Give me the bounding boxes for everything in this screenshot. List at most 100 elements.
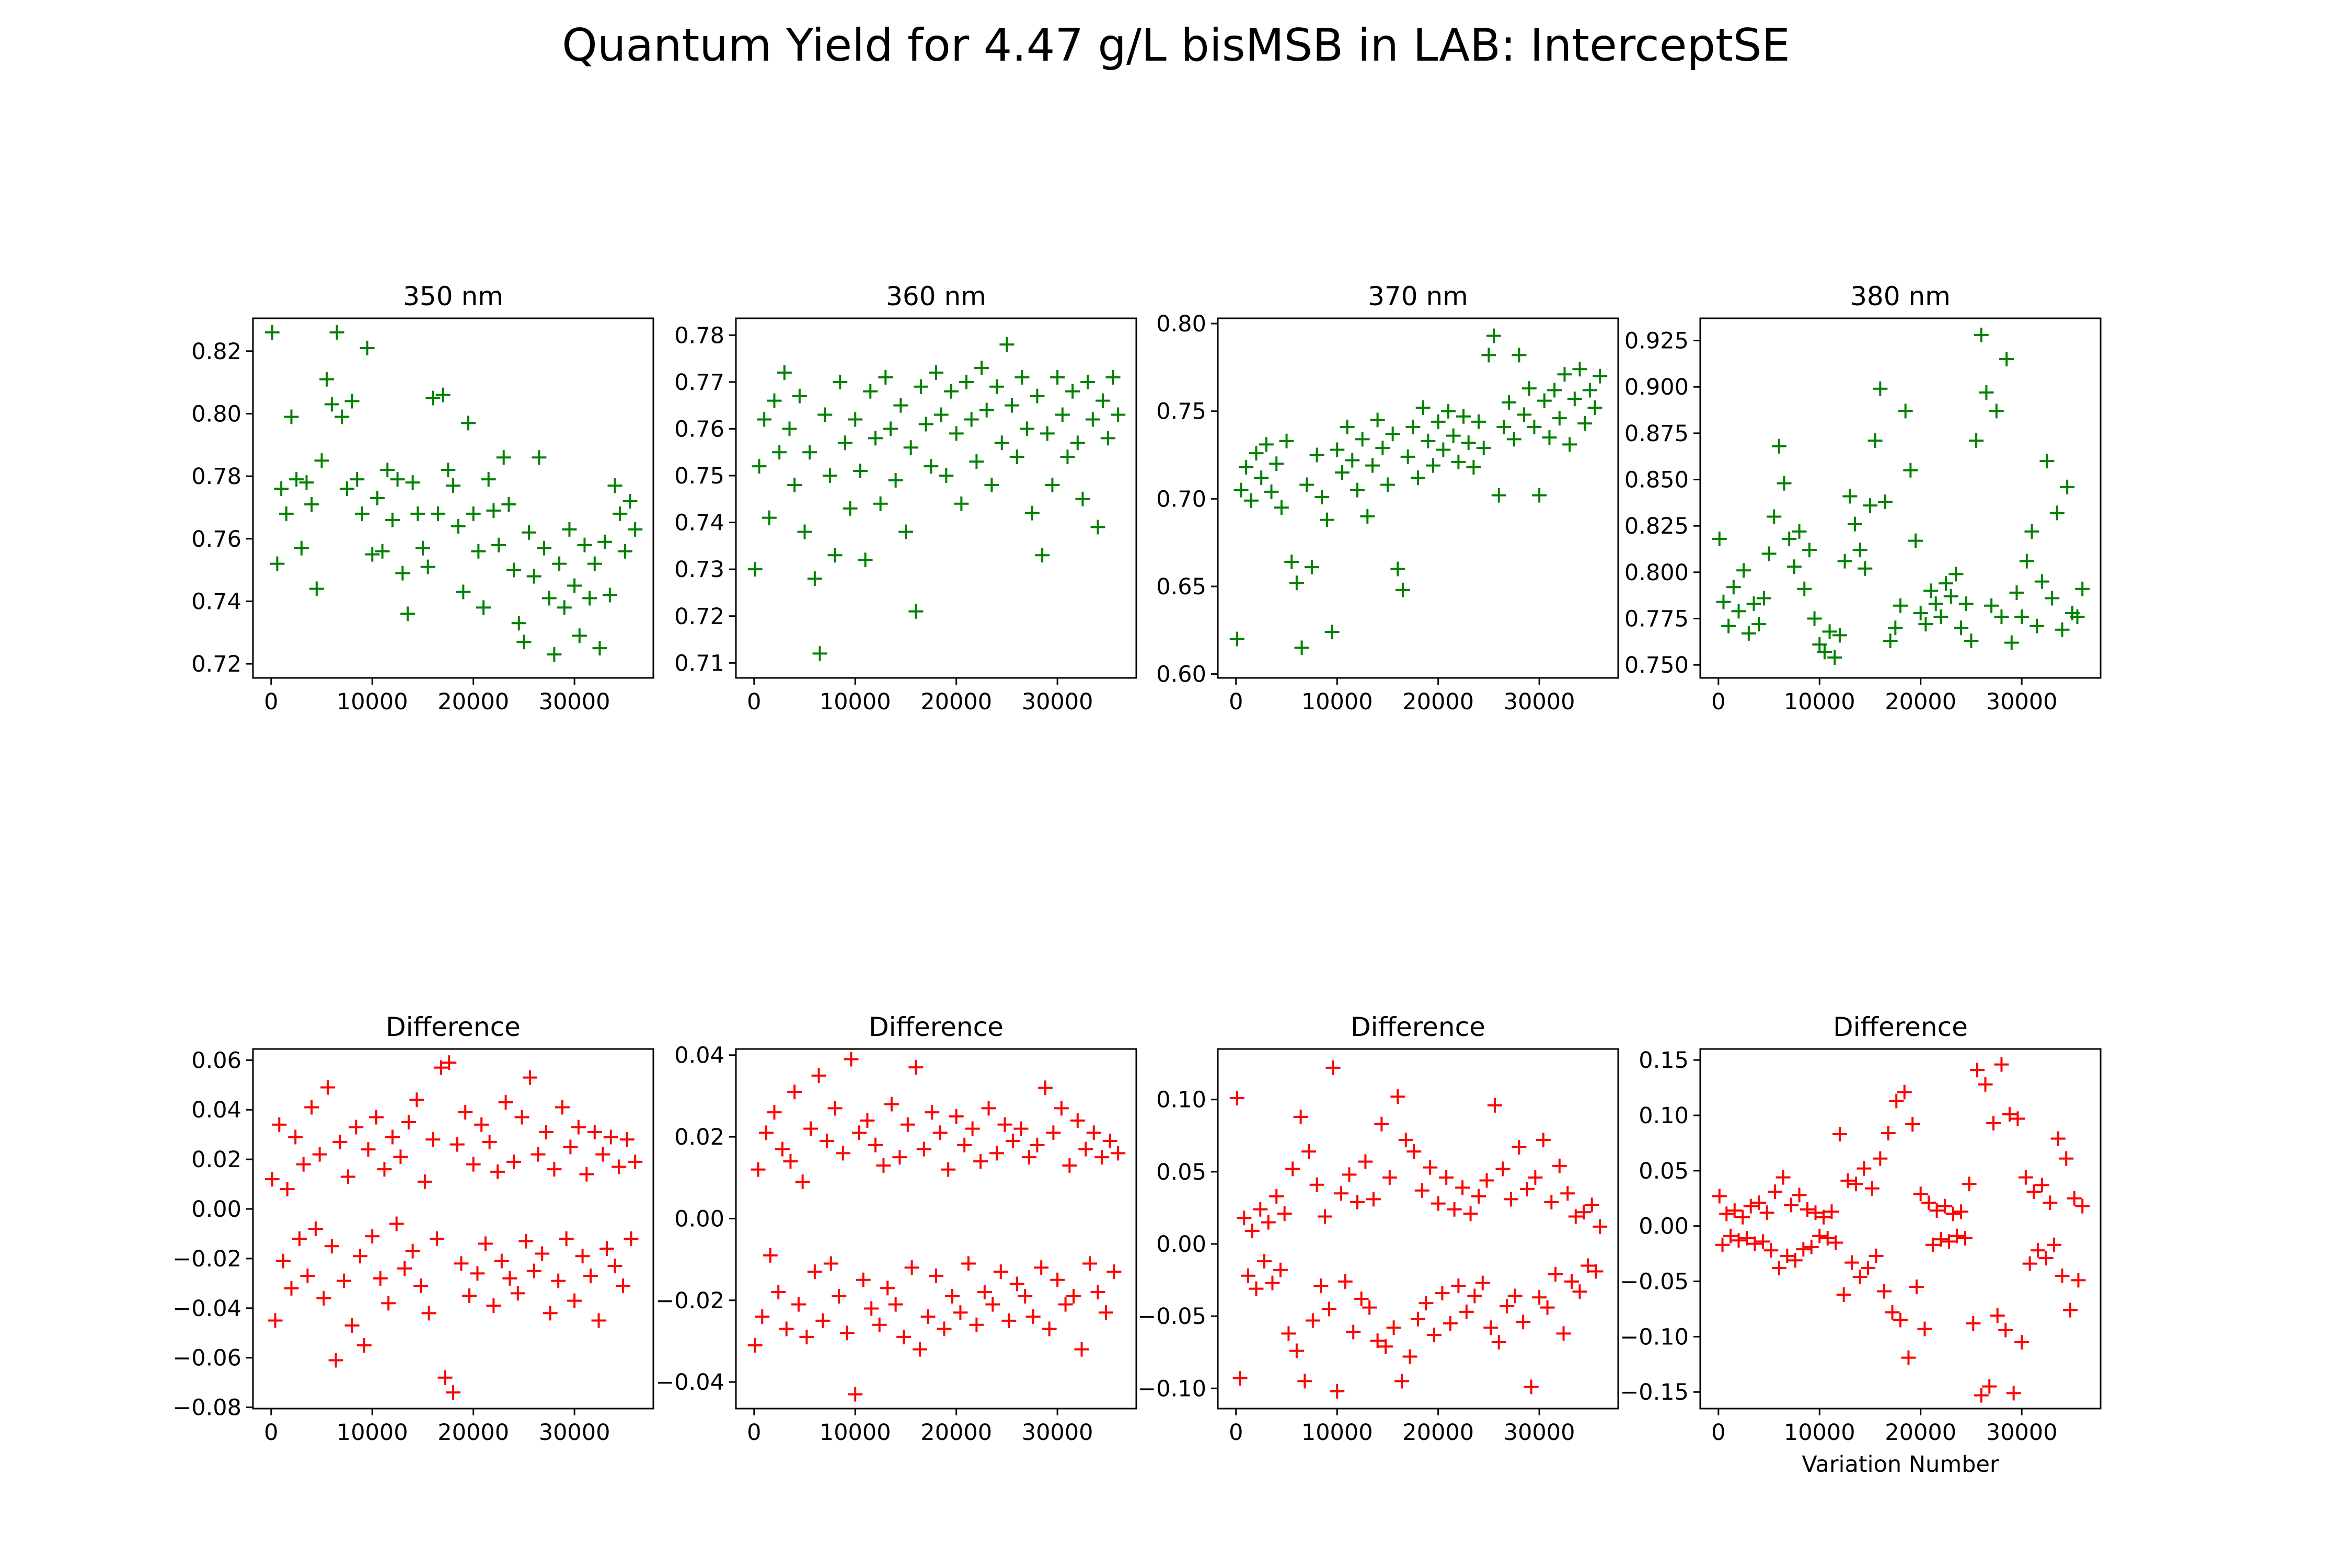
x-tick-label: 0 — [747, 1420, 761, 1446]
data-point — [1532, 1290, 1547, 1305]
data-point — [933, 407, 949, 422]
data-point — [994, 435, 1009, 451]
data-point — [1346, 1324, 1361, 1340]
data-point — [1537, 393, 1552, 408]
axes-frame — [1217, 1048, 1619, 1410]
data-point — [506, 1154, 522, 1169]
data-point — [592, 641, 607, 656]
x-tick-label: 10000 — [1784, 1420, 1855, 1446]
data-point — [478, 1236, 493, 1251]
data-point — [1390, 1089, 1405, 1104]
data-point — [974, 360, 989, 375]
data-point — [1712, 1189, 1727, 1204]
data-point — [1486, 328, 1502, 343]
data-point — [1576, 1205, 1592, 1220]
x-tick-label: 30000 — [1504, 689, 1575, 715]
data-point — [304, 1100, 319, 1115]
data-point — [1512, 1139, 1527, 1155]
data-point — [409, 1092, 424, 1108]
data-point — [1294, 640, 1309, 655]
data-point — [1066, 1289, 1081, 1304]
data-point — [827, 548, 843, 563]
data-point — [607, 1259, 622, 1274]
data-point — [1893, 1312, 1908, 1328]
data-point — [1340, 419, 1355, 434]
data-point — [1928, 596, 1943, 612]
data-point — [288, 1129, 303, 1145]
data-point — [1232, 1370, 1248, 1386]
x-tick-label: 20000 — [920, 689, 992, 715]
data-point — [815, 1313, 831, 1328]
data-point — [1958, 596, 1974, 612]
data-point — [284, 409, 299, 424]
data-point — [1847, 516, 1862, 532]
data-point — [802, 445, 817, 460]
data-point — [1021, 1150, 1036, 1165]
data-point — [757, 412, 772, 427]
data-point — [1086, 1125, 1101, 1140]
data-point — [1274, 500, 1289, 515]
data-point — [1792, 524, 1807, 539]
y-tick-label: 0.74 — [674, 510, 724, 536]
x-tick-label: 10000 — [337, 1420, 408, 1446]
data-point — [1054, 1101, 1069, 1116]
data-point — [1877, 1284, 1892, 1299]
data-point — [1812, 1228, 1827, 1243]
data-point — [759, 1125, 774, 1140]
y-tick-label: −0.05 — [1137, 1304, 1206, 1330]
data-point — [1945, 1206, 1961, 1221]
data-point — [944, 1289, 960, 1304]
data-point — [1094, 1150, 1110, 1165]
data-point — [486, 1298, 501, 1313]
data-point — [1852, 1270, 1867, 1285]
data-point — [316, 1290, 331, 1306]
data-point — [1544, 1194, 1559, 1209]
data-point — [1338, 1274, 1353, 1289]
data-point — [1102, 1133, 1117, 1148]
data-point — [1025, 1309, 1041, 1324]
y-tick-label: −0.04 — [172, 1296, 241, 1322]
data-point — [1759, 1205, 1774, 1220]
data-point — [541, 591, 557, 606]
data-point — [1564, 1274, 1579, 1289]
y-tick-label: 0.74 — [191, 589, 241, 615]
data-point — [1792, 1187, 1807, 1203]
subplot-3: 0 10000 20000 30000 0.60 0.65 0.70 0.75 0.80 370 … — [1156, 281, 1619, 715]
data-point — [562, 522, 577, 537]
data-point — [896, 1330, 912, 1345]
data-point — [812, 646, 827, 661]
data-point — [771, 1285, 786, 1300]
data-point — [314, 453, 329, 468]
data-point — [1746, 596, 1761, 612]
x-tick-label: 20000 — [1885, 689, 1956, 715]
data-point — [883, 421, 898, 436]
data-point — [1315, 489, 1330, 504]
data-point — [1360, 509, 1375, 524]
data-point — [1808, 1205, 1823, 1220]
data-point — [284, 1281, 299, 1296]
y-tick-label: 0.10 — [1639, 1103, 1689, 1129]
data-point — [482, 1134, 497, 1149]
data-point — [979, 402, 994, 418]
data-point — [1949, 567, 1964, 582]
data-point — [324, 397, 339, 412]
y-tick-label: −0.10 — [1620, 1324, 1689, 1350]
data-point — [1727, 1203, 1742, 1218]
data-point — [1273, 1262, 1288, 1277]
data-point — [1277, 1206, 1292, 1221]
data-point — [405, 1243, 420, 1259]
subplot-grid: 0 10000 20000 30000 0.72 0.74 0.76 0.78 0.80 0.82… — [172, 281, 2102, 1478]
data-point — [1040, 426, 1055, 441]
data-point — [551, 1273, 566, 1288]
data-point — [538, 1124, 554, 1139]
data-point — [772, 445, 787, 460]
data-point — [1285, 1161, 1300, 1177]
data-point — [888, 1297, 903, 1312]
data-point — [783, 1154, 798, 1169]
x-tick-label: 10000 — [1301, 1420, 1373, 1446]
data-point — [1741, 626, 1756, 641]
data-point — [514, 1110, 529, 1125]
plot-area — [736, 1049, 1136, 1409]
data-point — [615, 1278, 630, 1294]
data-point — [1986, 1115, 2001, 1131]
